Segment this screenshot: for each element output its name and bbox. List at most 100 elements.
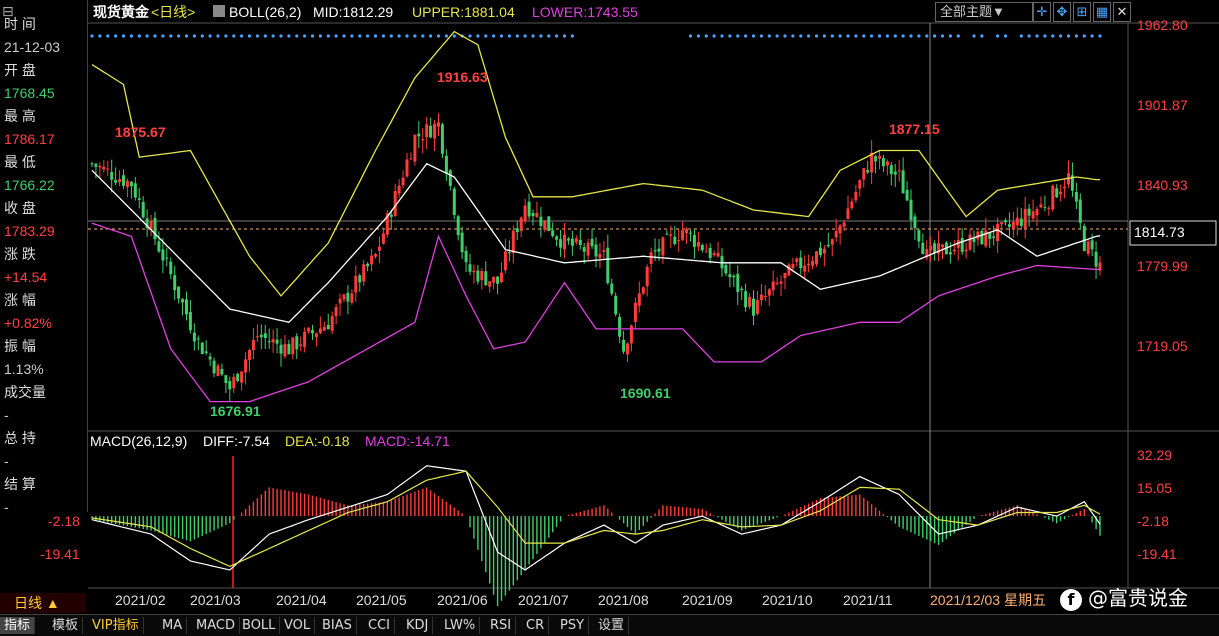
signal-dot: [783, 34, 787, 38]
cursor-date: 2021/12/03 星期五: [930, 592, 1046, 608]
candle: [728, 274, 732, 278]
tab-1[interactable]: 模板: [48, 617, 84, 634]
candle: [787, 264, 791, 276]
candle: [866, 170, 870, 173]
candle: [511, 230, 515, 254]
tab-7[interactable]: BIAS: [318, 617, 357, 634]
tab-3[interactable]: MA: [158, 617, 188, 634]
crosshair-icon[interactable]: ✛: [1033, 2, 1051, 22]
tab-5[interactable]: BOLL: [238, 617, 281, 634]
tab-4[interactable]: MACD: [192, 617, 240, 634]
candle: [759, 294, 763, 301]
tab-2[interactable]: VIP指标: [88, 617, 144, 634]
candle: [1051, 185, 1055, 210]
candle: [696, 242, 700, 247]
signal-dot: [940, 34, 945, 38]
data-label: 最 高: [4, 108, 36, 124]
close-icon[interactable]: ✕: [1113, 2, 1131, 22]
candle: [551, 230, 555, 237]
signal-dot: [192, 34, 196, 38]
boll-upper-line: [91, 30, 1100, 297]
candle: [409, 158, 413, 160]
signal-dot: [468, 34, 472, 38]
price-tick: 1962.80: [1137, 17, 1188, 33]
tab-9[interactable]: KDJ: [402, 617, 434, 634]
signal-dot: [263, 34, 267, 38]
candle: [948, 252, 952, 255]
tab-10[interactable]: LW%: [440, 617, 481, 634]
candle: [244, 359, 248, 373]
candle: [862, 168, 866, 180]
candle: [314, 333, 318, 337]
tab-12[interactable]: CR: [522, 617, 550, 634]
candle: [941, 244, 944, 247]
candle: [401, 177, 405, 186]
data-label: 成交量: [4, 384, 46, 400]
date-tick: 2021/06: [437, 592, 488, 608]
candle: [669, 234, 673, 236]
candle: [114, 180, 118, 183]
candle: [748, 297, 752, 307]
window-icon[interactable]: ⊟: [2, 3, 14, 19]
candle: [559, 239, 563, 248]
move-icon[interactable]: ✥: [1053, 2, 1071, 22]
candle: [574, 238, 578, 243]
signal-dot: [531, 34, 535, 38]
candle: [444, 155, 448, 174]
tab-13[interactable]: PSY: [556, 617, 590, 634]
candle: [437, 122, 440, 127]
candle: [897, 170, 901, 172]
theme-dropdown[interactable]: 全部主题▼: [935, 2, 1033, 22]
data-value: 1786.17: [4, 131, 55, 147]
signal-dot: [917, 34, 921, 38]
tab-0[interactable]: 指标: [0, 617, 36, 634]
candle: [874, 156, 878, 162]
candle: [460, 232, 464, 253]
candle: [618, 316, 622, 337]
candle: [555, 236, 559, 240]
signal-dot: [413, 34, 417, 38]
candle: [224, 375, 228, 383]
candle: [799, 257, 803, 268]
grid-icon[interactable]: ▦: [1093, 2, 1111, 22]
candle: [610, 283, 614, 294]
data-value: 1768.45: [4, 85, 55, 101]
zoom-icon[interactable]: ⊞: [1073, 2, 1091, 22]
candle: [1015, 217, 1019, 226]
signal-dot: [539, 34, 543, 38]
candle: [153, 217, 157, 240]
signal-dot: [507, 34, 511, 38]
signal-dot: [358, 34, 362, 38]
high-annotation: 1877.15: [889, 121, 940, 137]
candle: [122, 175, 125, 186]
period-selector[interactable]: 日线 ▲: [0, 593, 86, 613]
signal-dot: [342, 34, 346, 38]
signal-dot: [303, 34, 307, 38]
tab-6[interactable]: VOL: [280, 617, 316, 634]
data-label: 最 低: [4, 154, 36, 170]
candle: [1007, 224, 1011, 227]
signal-dot: [216, 34, 220, 38]
tab-11[interactable]: RSI: [486, 617, 517, 634]
signal-dot: [1074, 34, 1078, 38]
candle: [637, 293, 641, 306]
signal-dot: [381, 34, 385, 38]
tab-14[interactable]: 设置: [594, 617, 630, 634]
candle: [523, 205, 527, 221]
signal-dot: [114, 34, 118, 38]
candle: [1004, 220, 1007, 223]
candle: [259, 334, 263, 338]
signal-dot: [177, 34, 181, 38]
price-tick: 1719.05: [1137, 338, 1188, 354]
tab-8[interactable]: CCI: [364, 617, 395, 634]
signal-dot: [767, 34, 771, 38]
candle: [881, 158, 885, 167]
candle: [925, 249, 929, 258]
candle: [531, 213, 535, 217]
signal-dot: [318, 34, 322, 38]
signal-dot: [200, 34, 204, 38]
candle: [291, 337, 295, 355]
candle: [370, 255, 374, 265]
signal-dot: [523, 34, 527, 38]
signal-dot: [279, 34, 283, 38]
